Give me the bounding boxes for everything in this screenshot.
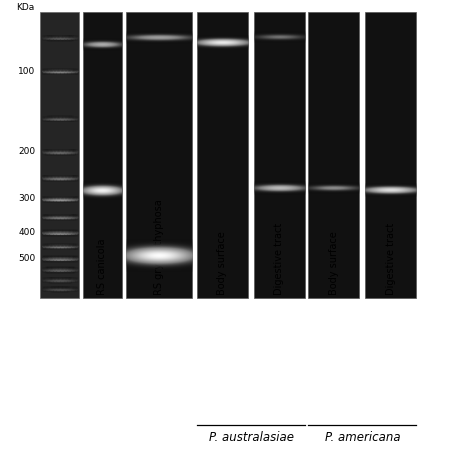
Bar <box>40 12 79 298</box>
Text: Digestive tract: Digestive tract <box>274 223 284 295</box>
Text: Body surface: Body surface <box>217 232 228 295</box>
Text: 400: 400 <box>18 228 36 237</box>
Bar <box>308 12 359 298</box>
Bar <box>83 12 122 298</box>
Text: 100: 100 <box>18 66 36 76</box>
Text: P. australasiae: P. australasiae <box>209 431 294 444</box>
Text: RS gryppothyphosa: RS gryppothyphosa <box>154 199 164 295</box>
Text: 500: 500 <box>18 254 36 263</box>
Text: Digestive tract: Digestive tract <box>385 223 396 295</box>
Text: KDa: KDa <box>17 3 35 12</box>
Bar <box>197 12 248 298</box>
Text: Body surface: Body surface <box>328 232 339 295</box>
Bar <box>254 12 305 298</box>
Text: 300: 300 <box>18 194 36 204</box>
Bar <box>126 12 192 298</box>
Text: RS canicola: RS canicola <box>97 239 108 295</box>
Text: 200: 200 <box>18 147 36 156</box>
Text: P. americana: P. americana <box>325 431 401 444</box>
Bar <box>365 12 416 298</box>
